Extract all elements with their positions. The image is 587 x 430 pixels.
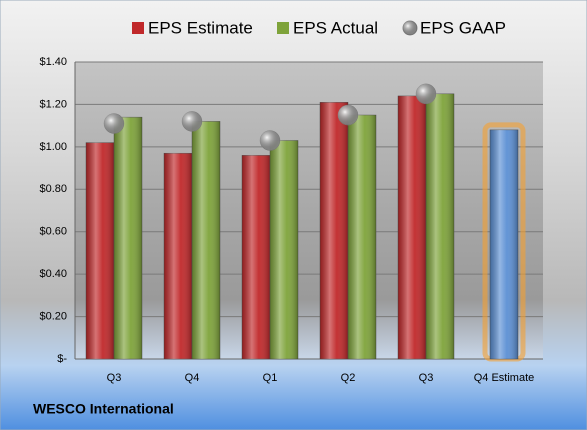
y-tick-label: $0.20	[39, 310, 67, 322]
y-tick-label: $0.40	[39, 268, 67, 280]
gaap-marker-shine	[260, 130, 280, 151]
y-tick-label: $1.40	[39, 56, 67, 68]
y-tick-label: $0.80	[39, 183, 67, 195]
legend-label: EPS Estimate	[148, 18, 253, 37]
legend-label: EPS GAAP	[420, 18, 506, 37]
x-tick-label: Q3	[107, 372, 122, 384]
gaap-marker-shine	[338, 105, 358, 126]
legend-marker	[132, 22, 144, 34]
x-tick-label: Q3	[419, 372, 434, 384]
gaap-marker-shine	[416, 83, 436, 104]
bar-shine	[270, 140, 298, 359]
gaap-marker-shine	[182, 111, 202, 132]
legend-marker	[277, 22, 289, 34]
bar-shine	[242, 155, 270, 359]
bar-shine	[490, 129, 518, 359]
legend-label: EPS Actual	[293, 18, 378, 37]
y-tick-label: $1.00	[39, 141, 67, 153]
bar-shine	[426, 93, 454, 360]
bar-shine	[320, 102, 348, 360]
legend-marker-shine	[403, 21, 417, 35]
x-tick-label: Q4	[185, 372, 200, 384]
y-tick-label: $-	[57, 353, 67, 365]
bar-shine	[114, 117, 142, 360]
bar-shine	[348, 115, 376, 360]
x-tick-label: Q2	[341, 372, 356, 384]
gaap-marker-shine	[104, 113, 124, 134]
x-tick-label: Q4 Estimate	[474, 372, 535, 384]
y-tick-label: $1.20	[39, 98, 67, 110]
chart-footer: WESCO International	[33, 401, 174, 417]
bar-shine	[398, 95, 426, 359]
y-tick-label: $0.60	[39, 226, 67, 238]
bar-shine	[86, 142, 114, 359]
plot-area	[75, 62, 543, 359]
bar-shine	[164, 153, 192, 359]
bar-shine	[192, 121, 220, 360]
x-tick-label: Q1	[263, 372, 278, 384]
